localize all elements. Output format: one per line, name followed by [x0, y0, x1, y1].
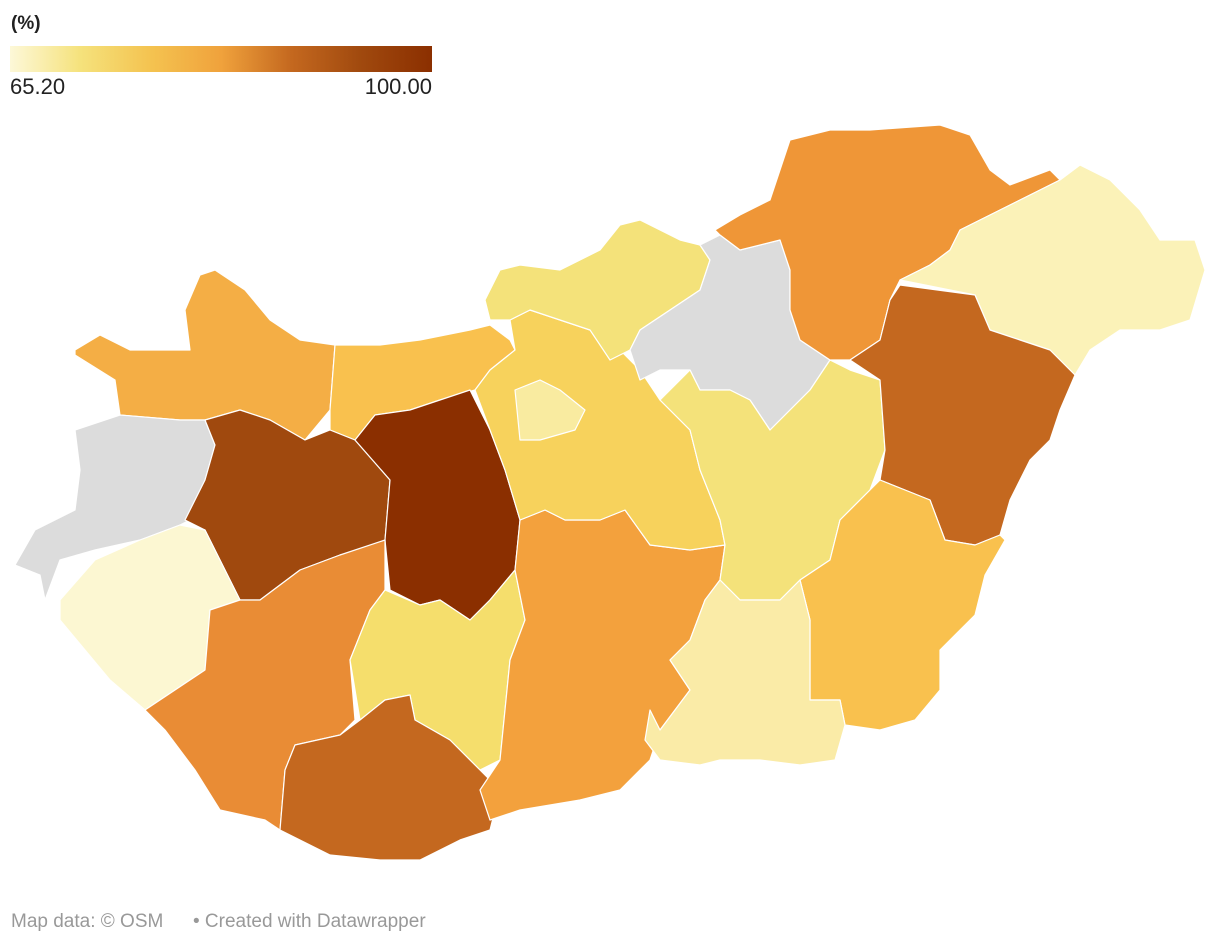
regions: [14, 124, 1206, 861]
region: [349, 569, 526, 771]
source: Map data: © OSM: [11, 911, 163, 932]
region: [74, 269, 336, 441]
credit: • Created with Datawrapper: [193, 911, 426, 932]
region: [514, 379, 586, 441]
legend-bar: [10, 46, 432, 72]
region: [659, 359, 886, 601]
legend-title: (%): [11, 13, 41, 34]
region: [14, 414, 216, 601]
region: [644, 579, 846, 766]
legend-tick-label: 100.00: [365, 74, 432, 99]
legend-tick-label: 65.20: [10, 74, 65, 99]
